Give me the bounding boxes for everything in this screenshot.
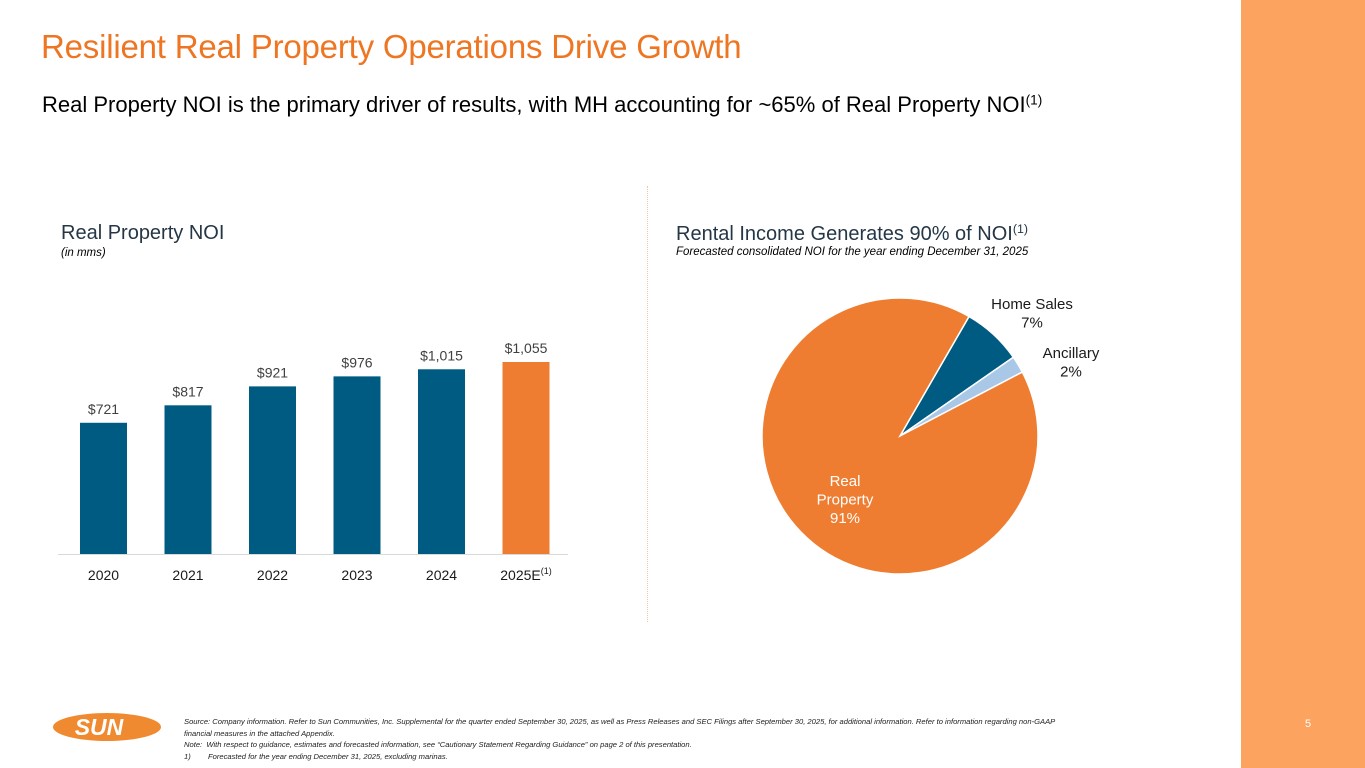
x-tick-2022: 2022 — [257, 567, 288, 583]
bar-chart: $721 2020 $817 2021 $921 2022 $976 2023 $1,015 20… — [58, 340, 568, 583]
pie-label-line: Real — [830, 473, 861, 490]
footnote-1-label: 1) — [184, 751, 191, 761]
data-label-2024: $1,015 — [420, 347, 463, 363]
pie-label-real-property: Real Property 91% — [817, 473, 874, 527]
bar-2021 — [164, 405, 212, 554]
bar-chart-subtitle: (in mms) — [61, 247, 106, 259]
pie-chart-subtitle: Forecasted consolidated NOI for the year… — [676, 246, 1029, 258]
x-tick-2025E: 2025E(1) — [500, 566, 551, 583]
footnote-1: 1) Forecasted for the year ending Decembe… — [184, 751, 1234, 763]
pie-title-footnote: (1) — [1012, 222, 1028, 236]
page-number: 5 — [1305, 718, 1312, 730]
pie-title-text: Rental Income Generates 90% of NOI — [676, 222, 1013, 245]
subtitle-text: Real Property NOI is the primary driver … — [42, 92, 1026, 117]
pie-value-real-property: 91% — [830, 510, 860, 527]
pie-label-home-sales: Home Sales 7% — [991, 296, 1073, 332]
pie-label-line: Ancillary — [1043, 345, 1100, 362]
subtitle-footnote: (1) — [1025, 92, 1043, 108]
bar-2024 — [418, 369, 465, 554]
data-label-2021: $817 — [172, 383, 203, 399]
footnote-source-cont: financial measures in the attached Appen… — [184, 728, 335, 738]
footnote-1-text: Forecasted for the year ending December … — [208, 751, 448, 761]
x-tick-2020: 2020 — [88, 567, 119, 583]
pie-slice-real-property — [761, 297, 1039, 575]
footnotes: Source: Company information. Refer to Su… — [184, 716, 1234, 762]
sun-logo: SUN — [53, 713, 161, 741]
pie-label-line: Property — [817, 492, 874, 509]
slide-title: Resilient Real Property Operations Drive… — [41, 28, 742, 65]
x-tick-2024: 2024 — [426, 567, 457, 583]
x-tick-2023: 2023 — [341, 567, 372, 583]
pie-chart: Home Sales 7%Ancillary 2% Real Property 91% — [761, 296, 1100, 575]
footnote-source: Source: Company information. Refer to Su… — [184, 717, 1056, 726]
pie-value-home-sales: 7% — [1021, 315, 1043, 332]
bar-2025E — [502, 362, 550, 554]
panel-divider — [647, 186, 648, 622]
bar-2020 — [80, 422, 127, 554]
x-tick-2021: 2021 — [172, 567, 203, 583]
logo-text: SUN — [75, 714, 124, 740]
data-label-2020: $721 — [88, 401, 119, 417]
pie-chart-title: Rental Income Generates 90% of NOI(1) — [676, 222, 1028, 246]
footnote-note: Note: With respect to guidance, estimate… — [184, 740, 692, 749]
bar-chart-title: Real Property NOI — [61, 222, 225, 244]
logo-ellipse — [53, 713, 161, 741]
bar-2023 — [333, 376, 381, 554]
bar-2022 — [249, 386, 296, 554]
data-label-2025E: $1,055 — [505, 340, 548, 356]
data-label-2023: $976 — [341, 354, 372, 370]
x-tick-footnote: (1) — [541, 566, 552, 576]
slide-subtitle: Real Property NOI is the primary driver … — [42, 92, 1042, 118]
pie-value-ancillary: 2% — [1060, 364, 1082, 381]
side-accent-band — [1241, 0, 1365, 768]
pie-label-ancillary: Ancillary 2% — [1043, 345, 1100, 381]
data-label-2022: $921 — [257, 364, 288, 380]
pie-label-line: Home Sales — [991, 296, 1073, 313]
